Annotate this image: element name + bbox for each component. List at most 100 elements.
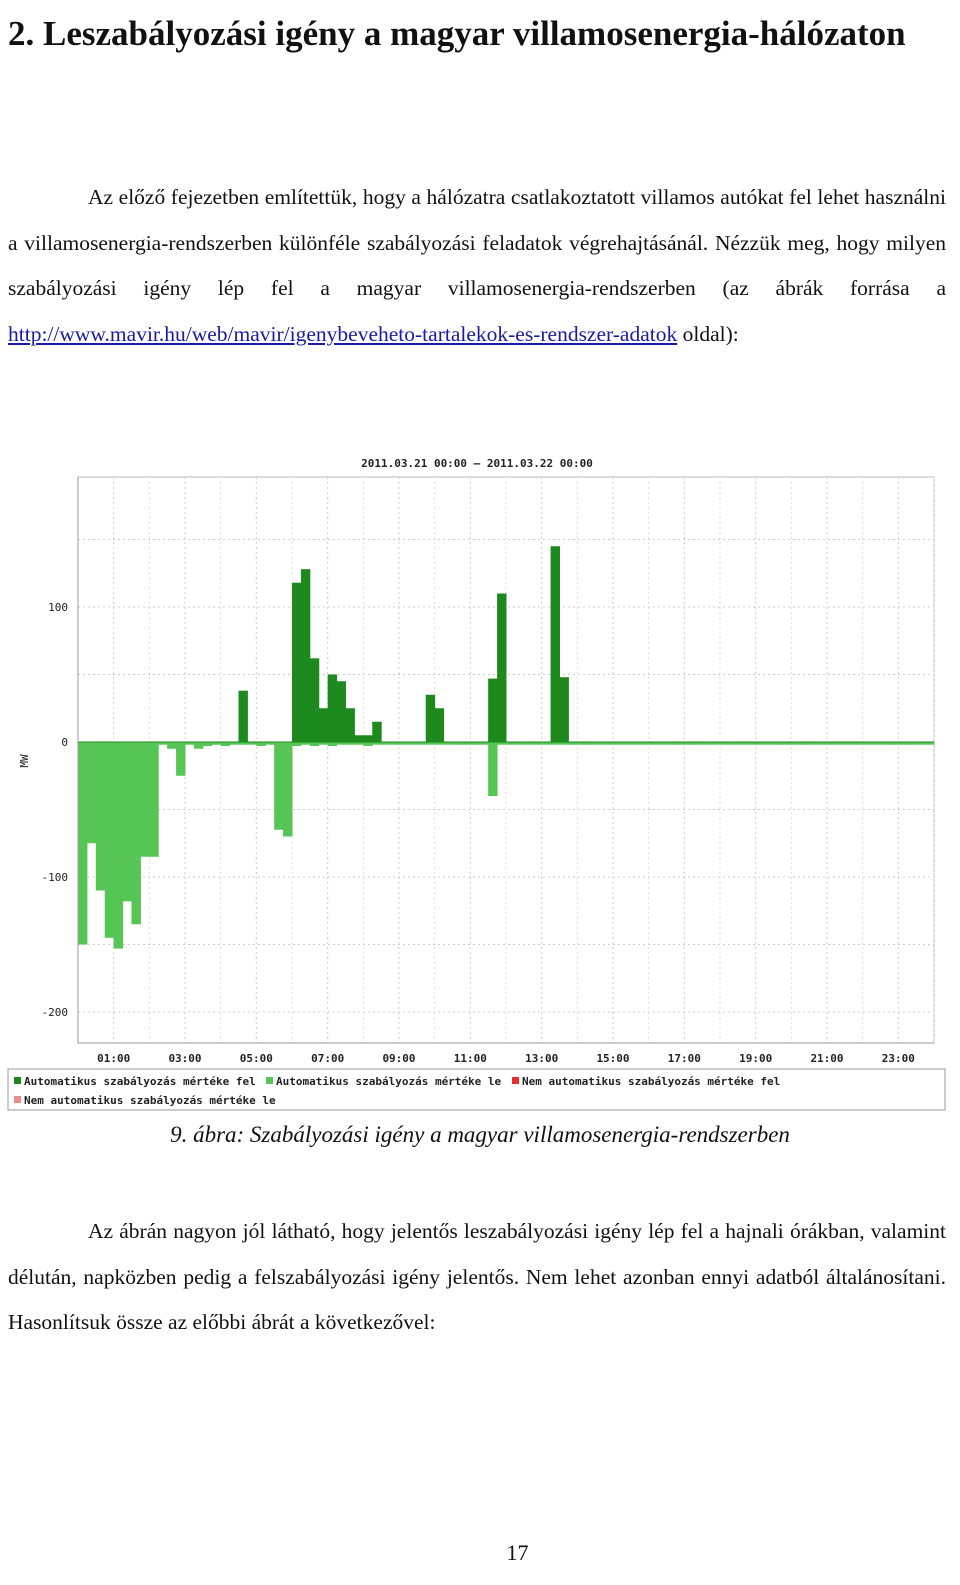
bar-le xyxy=(390,742,400,745)
x-tick-label: 03:00 xyxy=(168,1052,201,1065)
bar-le xyxy=(327,742,338,747)
bar-le xyxy=(693,742,703,745)
bar-le xyxy=(318,742,329,745)
x-tick-label: 09:00 xyxy=(382,1052,415,1065)
bar-le xyxy=(461,742,471,745)
bar-fel xyxy=(345,708,355,742)
bars-fel xyxy=(78,546,934,743)
bar-le xyxy=(523,742,534,745)
intro-text-end: oldal): xyxy=(677,321,739,346)
bar-le xyxy=(443,742,453,745)
x-tick-label: 07:00 xyxy=(311,1052,344,1065)
bar-le xyxy=(550,742,560,745)
legend-swatch xyxy=(266,1077,273,1084)
bar-le xyxy=(185,742,195,745)
bar-le xyxy=(532,742,543,745)
chart-grid xyxy=(77,476,935,1044)
page-number: 17 xyxy=(506,1540,529,1565)
bar-le xyxy=(95,742,106,891)
bar-le xyxy=(880,742,890,745)
bar-le xyxy=(613,742,623,745)
x-axis: 01:00 03:00 05:00 07:00 09:00 11:00 13:00 15:00… xyxy=(78,1042,934,1065)
bar-le xyxy=(363,742,373,747)
bar-le xyxy=(247,742,257,745)
chart-legend: Automatikus szabályozás mértéke fel Autom… xyxy=(7,1068,946,1111)
bar-le xyxy=(621,742,632,745)
bar-le xyxy=(274,742,284,830)
x-tick-label: 19:00 xyxy=(739,1052,772,1065)
bar-le xyxy=(211,742,222,745)
bar-le xyxy=(158,742,168,745)
y-axis-label: MW xyxy=(18,754,31,768)
bar-le xyxy=(229,742,239,745)
bar-fel xyxy=(372,721,382,742)
bar-le xyxy=(470,742,480,745)
x-tick-label: 23:00 xyxy=(882,1052,915,1065)
bar-le xyxy=(309,742,320,747)
bar-le xyxy=(577,742,587,745)
bar-le xyxy=(131,742,141,925)
bar-le xyxy=(568,742,578,745)
bar-le xyxy=(889,742,899,745)
chart-title: 2011.03.21 00:00 – 2011.03.22 00:00 xyxy=(361,457,593,470)
bar-le xyxy=(586,742,596,745)
x-tick-label: 05:00 xyxy=(240,1052,273,1065)
bar-le xyxy=(907,742,917,745)
bar-le xyxy=(86,742,97,844)
bar-le xyxy=(791,742,801,745)
bar-le xyxy=(416,742,427,745)
bar-le xyxy=(381,742,391,745)
bar-le xyxy=(193,742,204,749)
bar-le xyxy=(675,742,685,745)
y-tick-label: 100 xyxy=(48,601,68,614)
bar-le xyxy=(844,742,855,745)
x-tick-label: 15:00 xyxy=(596,1052,629,1065)
bar-le xyxy=(630,742,641,745)
bar-le xyxy=(140,742,150,857)
bar-le xyxy=(202,742,213,747)
bar-fel xyxy=(497,593,507,742)
bar-fel xyxy=(318,708,329,742)
bar-fel xyxy=(327,674,338,742)
bar-le xyxy=(354,742,364,745)
bar-le xyxy=(684,742,694,745)
bar-fel xyxy=(292,582,302,742)
mavir-link[interactable]: http://www.mavir.hu/web/mavir/igenybeveh… xyxy=(8,321,678,346)
bar-le xyxy=(559,742,569,745)
bar-le xyxy=(149,742,159,857)
bar-le xyxy=(256,742,266,747)
bar-le xyxy=(122,742,132,902)
bar-le xyxy=(425,742,436,745)
bar-le xyxy=(497,742,507,745)
bar-le xyxy=(737,742,748,745)
bar-le xyxy=(345,742,355,745)
y-tick-label: -100 xyxy=(42,871,69,884)
bar-le xyxy=(399,742,409,745)
section-heading: 2. Leszabályozási igény a magyar villamo… xyxy=(8,14,906,53)
bar-le xyxy=(728,742,739,745)
bar-le xyxy=(372,742,382,745)
bar-le xyxy=(167,742,177,749)
bar-le xyxy=(800,742,810,745)
bar-le xyxy=(104,742,115,938)
bar-le xyxy=(827,742,837,745)
bar-le xyxy=(176,742,186,776)
bar-le xyxy=(541,742,552,745)
bar-le xyxy=(595,742,605,745)
legend-entry: Nem automatikus szabályozás mértéke fel xyxy=(522,1075,780,1088)
intro-paragraph: Az előző fejezetben említettük, hogy a h… xyxy=(8,175,946,357)
bar-fel xyxy=(363,735,373,742)
bar-le xyxy=(702,742,712,745)
x-tick-label: 01:00 xyxy=(97,1052,130,1065)
x-tick-label: 11:00 xyxy=(454,1052,487,1065)
bar-fel xyxy=(300,569,311,742)
bar-fel xyxy=(488,678,498,742)
bar-le xyxy=(452,742,462,745)
bar-le xyxy=(336,742,346,745)
x-tick-label: 13:00 xyxy=(525,1052,558,1065)
legend-swatch xyxy=(14,1096,21,1103)
intro-text: Az előző fejezetben említettük, hogy a h… xyxy=(8,185,946,300)
bar-le xyxy=(755,742,766,745)
bar-le xyxy=(514,742,525,745)
bar-le xyxy=(407,742,418,745)
